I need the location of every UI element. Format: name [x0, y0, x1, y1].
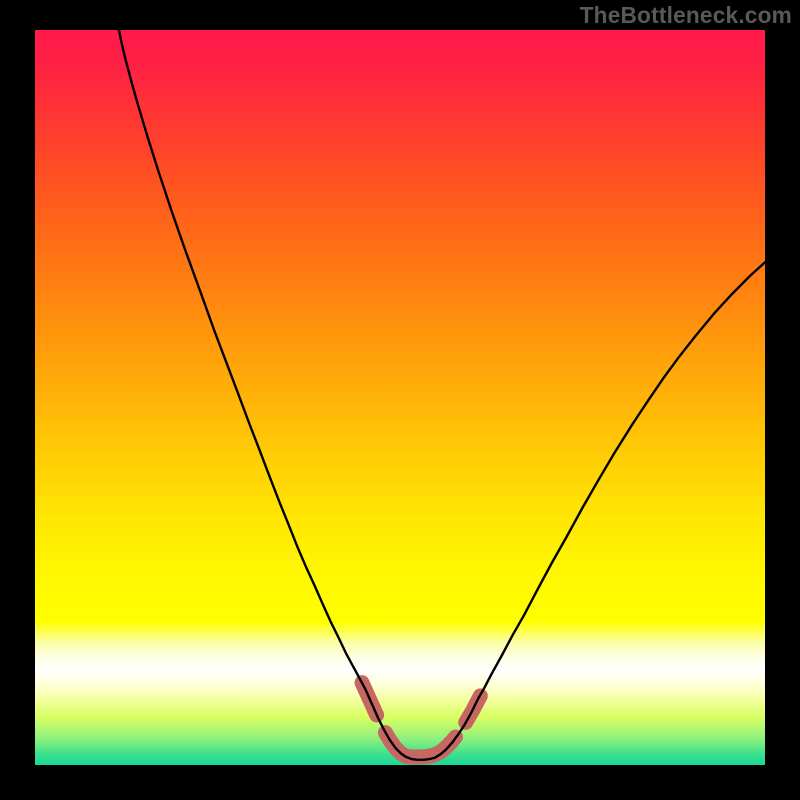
chart-root: TheBottleneck.com — [0, 0, 800, 800]
bottleneck-curve — [119, 30, 765, 760]
highlight-segment-1 — [385, 733, 455, 757]
plot-area — [35, 30, 765, 765]
watermark-text: TheBottleneck.com — [580, 2, 792, 29]
chart-svg — [35, 30, 765, 765]
